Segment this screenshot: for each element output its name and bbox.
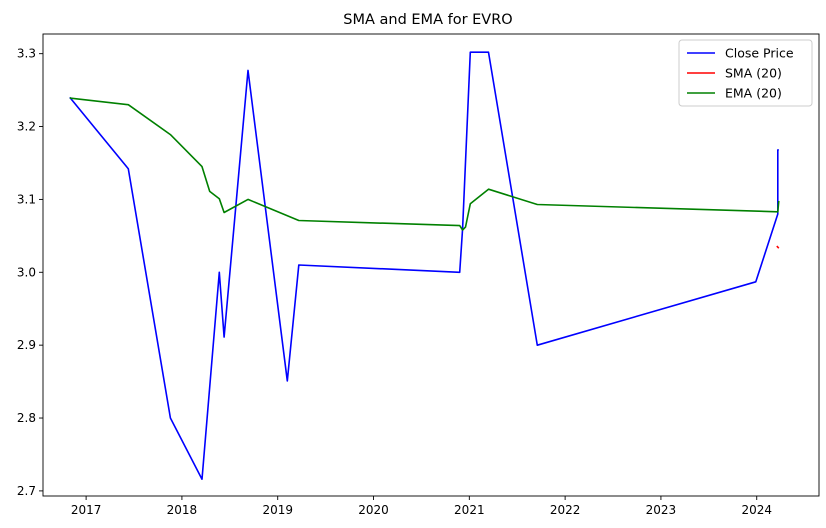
legend-box (678, 39, 813, 107)
chart-title: SMA and EMA for EVRO (343, 12, 512, 28)
x-tick-label: 2023 (646, 503, 677, 517)
series-line-close-price (69, 51, 779, 481)
x-tick-label: 2024 (741, 503, 772, 517)
y-tick-label: 2.9 (17, 338, 36, 352)
x-tick-label: 2022 (550, 503, 581, 517)
series-line-sma-20 (776, 245, 780, 249)
y-tick-label: 3.2 (17, 120, 36, 134)
x-tick-label: 2021 (454, 503, 485, 517)
legend-label: SMA (20) (725, 66, 782, 81)
x-tick-label: 2017 (71, 503, 102, 517)
y-axis: 2.7 2.8 2.9 3.0 3.1 3.2 3.3 (17, 47, 43, 498)
legend-label: EMA (20) (725, 86, 782, 101)
x-tick-label: 2019 (262, 503, 293, 517)
y-tick-label: 3.3 (17, 47, 36, 61)
plot-area (69, 51, 780, 481)
y-tick-label: 3.1 (17, 192, 36, 206)
series-line-ema-20 (69, 97, 780, 231)
legend-label: Close Price (725, 46, 794, 61)
x-tick-label: 2018 (167, 503, 198, 517)
y-tick-label: 2.8 (17, 411, 36, 425)
legend: Close Price SMA (20) EMA (20) (678, 39, 813, 107)
x-tick-label: 2020 (358, 503, 389, 517)
x-axis: 2017 2018 2019 2020 2021 2022 2023 2024 (71, 496, 772, 517)
plot-frame (42, 33, 820, 497)
y-tick-label: 3.0 (17, 265, 36, 279)
y-tick-label: 2.7 (17, 484, 36, 498)
